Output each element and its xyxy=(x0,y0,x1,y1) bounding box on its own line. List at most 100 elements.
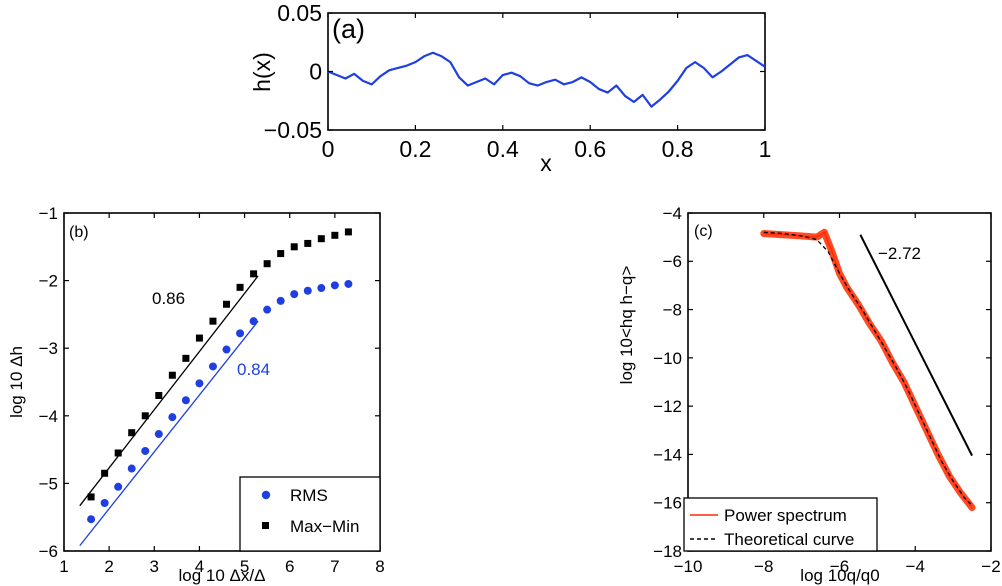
legend-label-max-min: Max−Min xyxy=(290,517,359,536)
legend-marker-max-min xyxy=(262,522,269,529)
rms-point xyxy=(317,284,326,293)
max-min-point xyxy=(155,392,163,400)
panel-b-series-group xyxy=(87,228,353,524)
panel-b-ytick-label: −4 xyxy=(39,407,58,426)
panel-a-label: (a) xyxy=(332,14,365,44)
max-min-point xyxy=(128,429,136,437)
panel-a-xtick-label: 1 xyxy=(759,136,772,162)
rms-point xyxy=(114,482,123,491)
panel-b-xtick-label: 7 xyxy=(330,557,339,576)
max-min-point xyxy=(263,260,271,268)
panel-b-xtick-label: 4 xyxy=(195,557,204,576)
fit-line-max-min xyxy=(79,275,259,507)
max-min-point xyxy=(101,469,109,477)
rms-point xyxy=(263,305,272,314)
panel-c-xtick-label: −4 xyxy=(906,557,925,576)
panel-a-xtick-label: 0.6 xyxy=(574,136,606,162)
max-min-point xyxy=(209,317,217,325)
max-min-point xyxy=(250,270,258,278)
rms-point xyxy=(344,279,353,288)
max-min-point xyxy=(114,449,122,457)
height-profile-line xyxy=(327,51,766,108)
rms-point xyxy=(195,379,204,388)
max-min-point xyxy=(87,493,95,501)
panel-b-ticks: 1 2 3 4 5 6 7 8 −6 −5 −4 −3 −2 −1 xyxy=(39,204,385,576)
panel-b-xtick-label: 8 xyxy=(375,557,384,576)
panel-c-ylabel: log 10<hq h−q> xyxy=(617,266,636,385)
fit-label-max-min: 0.86 xyxy=(152,289,185,308)
panel-c-ytick-label: −18 xyxy=(653,542,682,561)
panel-b-xtick-label: 3 xyxy=(150,557,159,576)
fit-line-rms xyxy=(79,320,259,546)
rms-point xyxy=(181,396,190,405)
panel-b-fit-lines xyxy=(79,275,259,546)
panel-a-ylabel: h(x) xyxy=(249,52,275,92)
panel-b-xtick-label: 1 xyxy=(59,557,68,576)
legend-label-theoretical-curve: Theoretical curve xyxy=(724,530,854,549)
max-min-point xyxy=(168,371,176,379)
fit-label-rms: 0.84 xyxy=(237,360,270,379)
panel-b-ytick-label: −1 xyxy=(39,204,58,223)
max-min-point xyxy=(290,243,298,251)
rms-point xyxy=(330,281,339,290)
panel-a-xtick-label: 0 xyxy=(322,136,335,162)
rms-point xyxy=(290,290,299,299)
max-min-point xyxy=(195,334,203,342)
panel-c-chart: −10 −8 −6 −4 −2 −18 −16 −14 −12 −10 −8 −6 −4 (c) −2.… xyxy=(617,204,1001,585)
rms-point xyxy=(222,345,231,354)
panel-c-ytick-label: −6 xyxy=(663,252,682,271)
panel-b-xtick-label: 5 xyxy=(240,557,249,576)
panel-c-xtick-label: −2 xyxy=(981,557,1000,576)
rms-point xyxy=(127,464,136,473)
max-min-point xyxy=(223,300,231,308)
panel-c-ytick-label: −8 xyxy=(663,301,682,320)
power-spectrum-band xyxy=(760,228,976,512)
max-min-point xyxy=(236,283,244,291)
rms-point xyxy=(100,499,109,508)
panel-b-chart: 1 2 3 4 5 6 7 8 −6 −5 −4 −3 −2 −1 (b) 0.86 0.84 log 1… xyxy=(7,204,385,585)
legend-label-power-spectrum: Power spectrum xyxy=(724,506,847,525)
theoretical-curve-line xyxy=(763,231,973,506)
panel-c-legend-box xyxy=(683,497,878,552)
panel-c-xlabel: log 10q/q0 xyxy=(800,566,879,585)
panel-b-legend-box xyxy=(239,476,381,552)
max-min-point xyxy=(182,354,190,362)
panel-a-xtick-label: 0.4 xyxy=(487,136,519,162)
panel-b-ylabel: log 10 Δh xyxy=(7,346,26,418)
rms-point xyxy=(87,515,96,524)
max-min-point xyxy=(317,235,325,243)
panel-a-xtick-label: 0.8 xyxy=(662,136,694,162)
max-min-point xyxy=(304,239,312,247)
max-min-point xyxy=(331,231,339,239)
rms-point xyxy=(168,413,177,422)
panel-b-ytick-label: −5 xyxy=(39,474,58,493)
panel-b-ytick-label: −6 xyxy=(39,542,58,561)
rms-point xyxy=(303,286,312,295)
panel-b-ytick-label: −2 xyxy=(39,272,58,291)
panel-c-ytick-label: −14 xyxy=(653,445,682,464)
panel-b-legend: RMS Max−Min xyxy=(239,476,381,552)
panel-b-ytick-label: −3 xyxy=(39,339,58,358)
rms-point xyxy=(276,296,285,305)
rms-point xyxy=(249,317,258,326)
max-min-point xyxy=(344,228,352,236)
legend-label-rms: RMS xyxy=(290,486,328,505)
panel-a-ytick-label: 0 xyxy=(309,59,322,85)
panel-a-xtick-label: 0.2 xyxy=(399,136,431,162)
panel-c-xtick-label: −10 xyxy=(674,557,703,576)
panel-c-series-group xyxy=(760,228,976,512)
rms-point xyxy=(208,362,217,371)
panel-c-legend: Power spectrum Theoretical curve xyxy=(683,497,878,552)
panel-c-xtick-label: −8 xyxy=(754,557,773,576)
panel-a-series-group xyxy=(327,51,766,108)
panel-c-ytick-label: −4 xyxy=(663,204,682,223)
legend-marker-rms xyxy=(261,490,271,500)
slope-label: −2.72 xyxy=(878,244,921,263)
panel-c-ytick-label: −10 xyxy=(653,349,682,368)
panel-c-ytick-label: −12 xyxy=(653,397,682,416)
panel-c-label: (c) xyxy=(694,223,713,240)
slope-reference-line xyxy=(859,234,973,457)
rms-point xyxy=(141,446,150,455)
